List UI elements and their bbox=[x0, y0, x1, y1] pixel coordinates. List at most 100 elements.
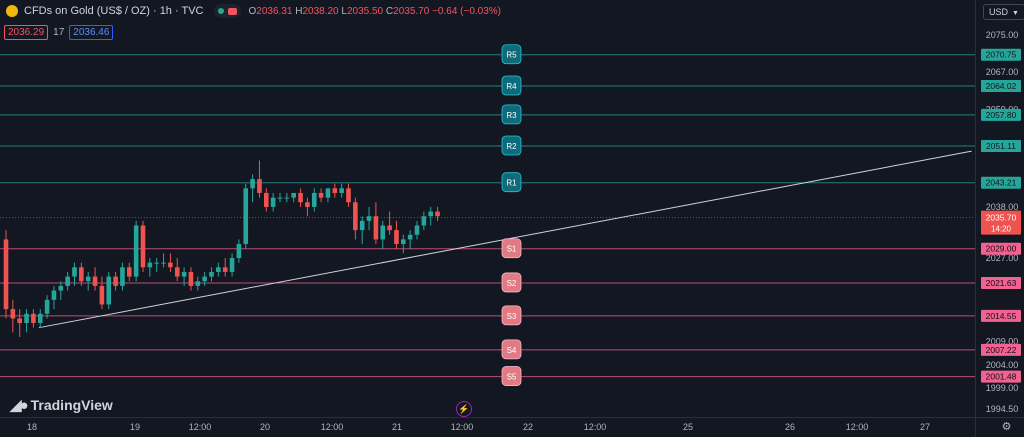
candle-body bbox=[127, 267, 132, 277]
candle-body bbox=[277, 197, 283, 199]
price-level-tag bbox=[981, 370, 1021, 383]
bar-countdown: 14:20 bbox=[991, 225, 1012, 234]
candle-body bbox=[85, 276, 91, 282]
candle-body bbox=[428, 211, 433, 217]
candle-body bbox=[414, 225, 420, 235]
candle-body bbox=[140, 225, 146, 268]
candle-body bbox=[264, 192, 269, 207]
candle-body bbox=[421, 216, 427, 226]
candle-body bbox=[10, 309, 16, 319]
pivot-badge bbox=[501, 366, 522, 386]
candle-body bbox=[394, 230, 399, 245]
candle-body bbox=[147, 262, 153, 268]
candle-body bbox=[387, 225, 392, 231]
candle-body bbox=[120, 267, 125, 286]
candle-body bbox=[305, 202, 310, 207]
close-value: 2035.70 bbox=[393, 5, 430, 17]
candle-body bbox=[58, 285, 64, 291]
time-axis-separator bbox=[0, 417, 1024, 418]
candle-body bbox=[339, 188, 344, 193]
gear-icon[interactable]: ⚙ bbox=[1001, 421, 1012, 433]
price-level-value: 2043.21 bbox=[986, 178, 1017, 188]
candle-body bbox=[79, 267, 84, 282]
time-tick-label: 18 bbox=[27, 422, 37, 432]
open-value: 2036.31 bbox=[256, 5, 293, 17]
candle-body bbox=[222, 267, 228, 272]
candle-body bbox=[250, 179, 255, 189]
candle-body bbox=[44, 299, 50, 314]
ohlc-values: O2036.31 H2038.20 L2035.50 C2035.70 −0.6… bbox=[249, 6, 502, 17]
pivot-badge bbox=[501, 305, 522, 326]
candle-body bbox=[154, 262, 159, 264]
price-level-value: 2051.11 bbox=[986, 141, 1016, 151]
pivot-badge-label: R1 bbox=[506, 179, 517, 188]
candle-body bbox=[72, 267, 77, 277]
candle-body bbox=[407, 234, 413, 240]
price-level-value: 2057.80 bbox=[986, 110, 1017, 120]
candle-body bbox=[353, 202, 358, 231]
candle-body bbox=[366, 216, 372, 221]
price-level-tag bbox=[981, 276, 1021, 289]
candles bbox=[3, 160, 440, 337]
market-status-pill[interactable] bbox=[213, 4, 241, 18]
pivot-badge-label: R2 bbox=[506, 142, 517, 151]
candle-body bbox=[17, 318, 22, 324]
candle-body bbox=[3, 239, 9, 310]
spread-value: 17 bbox=[53, 27, 65, 38]
pivot-badge bbox=[501, 172, 522, 193]
candle-body bbox=[181, 271, 187, 277]
candle-body bbox=[332, 188, 338, 193]
gold-symbol-icon bbox=[6, 5, 18, 17]
brand-label: TradingView bbox=[30, 397, 113, 413]
lightning-icon[interactable]: ⚡ bbox=[456, 401, 472, 417]
candle-body bbox=[174, 267, 180, 277]
currency-selector[interactable]: USD ▼ bbox=[983, 4, 1024, 20]
candle-body bbox=[195, 281, 201, 286]
candle-body bbox=[373, 216, 379, 240]
sell-button[interactable]: 2036.29 bbox=[4, 25, 49, 40]
pivot-badge bbox=[501, 104, 522, 125]
open-label: O bbox=[248, 5, 257, 17]
pivot-badge-label: S5 bbox=[507, 373, 517, 382]
price-axis-separator bbox=[975, 0, 976, 437]
candle-body bbox=[380, 225, 386, 240]
chevron-down-icon: ▼ bbox=[1012, 10, 1019, 17]
price-tick-label: 2075.00 bbox=[986, 30, 1019, 40]
pivot-badge bbox=[501, 238, 522, 259]
tradingview-mark-icon: ◢● bbox=[10, 397, 29, 414]
candle-body bbox=[92, 276, 98, 286]
price-axis: 2075.002067.002059.002038.002027.002009.… bbox=[981, 30, 1021, 414]
time-tick-label: 22 bbox=[523, 422, 533, 432]
time-tick-label: 12:00 bbox=[451, 422, 474, 432]
candle-body bbox=[188, 271, 194, 286]
price-level-tag bbox=[981, 176, 1021, 189]
legend-header: CFDs on Gold (US$ / OZ) · 1h · TVC O2036… bbox=[0, 0, 501, 22]
change-value: −0.64 (−0.03%) bbox=[432, 5, 502, 17]
time-axis: 18 19 12:00 20 12:00 21 12:00 22 12:00 25 26 12:00 2… bbox=[27, 422, 930, 432]
price-level-tag bbox=[981, 48, 1021, 61]
pivot-badge bbox=[501, 135, 522, 156]
candle-body bbox=[37, 313, 43, 324]
time-tick-label: 25 bbox=[683, 422, 693, 432]
pivot-badge bbox=[501, 75, 522, 96]
price-level-value: 2064.02 bbox=[986, 81, 1017, 91]
buy-button[interactable]: 2036.46 bbox=[69, 25, 114, 40]
candle-body bbox=[161, 262, 166, 264]
price-level-tag bbox=[981, 343, 1021, 356]
symbol-title[interactable]: CFDs on Gold (US$ / OZ) · 1h · TVC bbox=[24, 5, 204, 17]
pivot-badge-label: R5 bbox=[506, 51, 517, 60]
candle-body bbox=[51, 290, 57, 300]
candle-body bbox=[236, 244, 242, 259]
price-level-value: 2014.55 bbox=[986, 311, 1017, 321]
price-level-tag bbox=[981, 309, 1021, 322]
price-level-tag bbox=[981, 108, 1021, 121]
candle-body bbox=[202, 276, 207, 282]
pivot-levels bbox=[0, 54, 975, 378]
pivot-badge bbox=[501, 272, 522, 293]
candle-body bbox=[359, 220, 365, 231]
candle-body bbox=[168, 262, 173, 268]
price-level-tag bbox=[981, 139, 1021, 152]
tradingview-logo[interactable]: ◢● TradingView bbox=[10, 396, 113, 414]
